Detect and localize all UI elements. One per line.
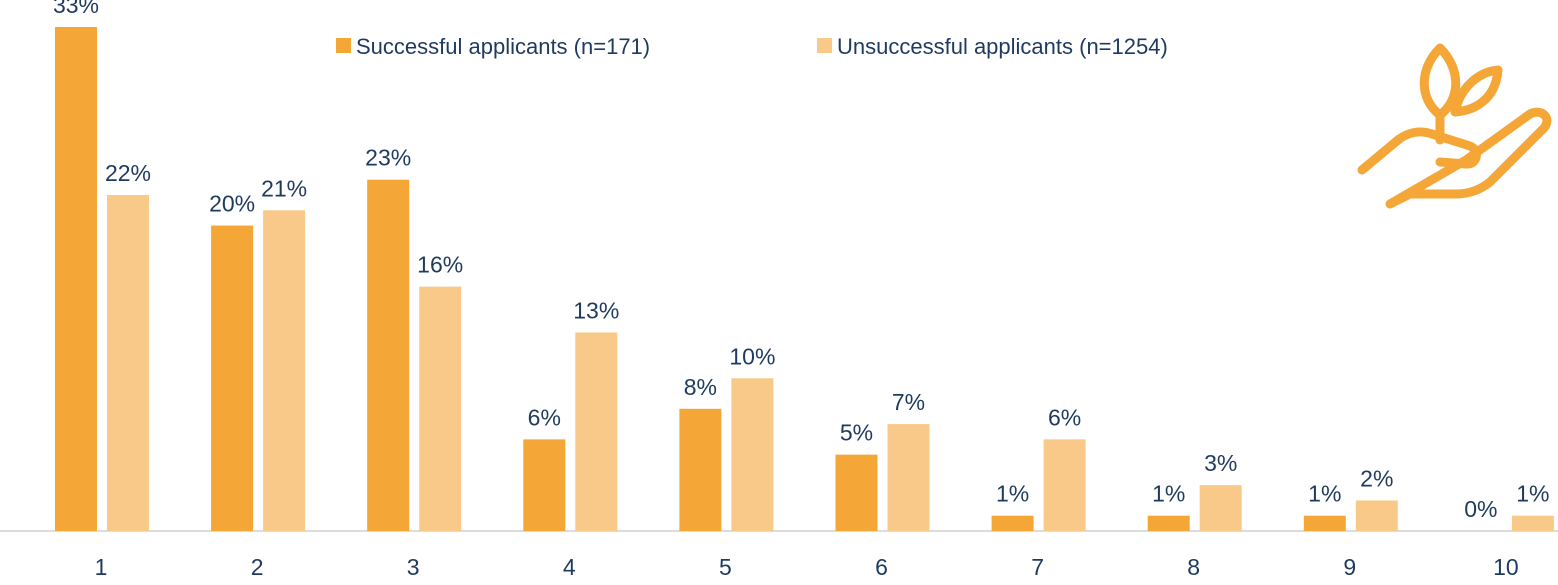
bar — [1043, 439, 1086, 531]
bar — [887, 424, 930, 531]
x-tick-label: 5 — [719, 554, 732, 580]
bar — [419, 286, 462, 531]
x-tick-label: 9 — [1343, 554, 1356, 580]
bar — [1303, 515, 1346, 531]
bar — [731, 378, 774, 531]
x-tick-label: 4 — [563, 554, 576, 580]
data-label: 1% — [1516, 481, 1549, 507]
data-label: 13% — [573, 297, 619, 323]
data-label: 22% — [105, 160, 151, 186]
icon — [1357, 43, 1552, 209]
legend-label: Unsuccessful applicants (n=1254) — [837, 34, 1168, 59]
data-label: 6% — [528, 404, 561, 430]
bar — [367, 179, 410, 531]
data-label: 33% — [53, 0, 99, 18]
data-label: 8% — [684, 374, 717, 400]
x-tick-label: 10 — [1493, 554, 1519, 580]
bar — [263, 210, 306, 532]
bar — [211, 225, 254, 531]
bar — [835, 454, 878, 531]
data-label: 1% — [996, 481, 1029, 507]
legend-label: Successful applicants (n=171) — [356, 34, 650, 59]
x-tick-label: 7 — [1031, 554, 1044, 580]
data-label: 21% — [261, 175, 307, 201]
x-tick-label: 1 — [95, 554, 108, 580]
data-label: 5% — [840, 420, 873, 446]
x-tick-label: 3 — [407, 554, 420, 580]
data-label: 6% — [1048, 404, 1081, 430]
bar — [1355, 500, 1398, 531]
bar — [991, 515, 1034, 531]
data-label: 10% — [729, 343, 775, 369]
data-label: 1% — [1152, 481, 1185, 507]
bar — [55, 27, 97, 531]
x-tick-label: 8 — [1187, 554, 1200, 580]
legend-swatch — [336, 38, 351, 53]
data-label: 16% — [417, 252, 463, 278]
bar — [107, 195, 149, 531]
data-label: 1% — [1308, 481, 1341, 507]
data-label: 2% — [1360, 465, 1393, 491]
bar — [679, 408, 722, 531]
x-tick-label: 6 — [875, 554, 888, 580]
bar — [1199, 485, 1242, 531]
bar — [1511, 515, 1554, 531]
data-label: 7% — [892, 389, 925, 415]
data-label: 20% — [209, 191, 255, 217]
bar — [1147, 515, 1190, 531]
bar — [523, 439, 566, 531]
x-tick-label: 2 — [251, 554, 264, 580]
legend-swatch — [817, 38, 832, 53]
data-label: 0% — [1464, 496, 1497, 522]
bar — [575, 332, 618, 531]
data-label: 23% — [365, 145, 411, 171]
data-label: 3% — [1204, 450, 1237, 476]
